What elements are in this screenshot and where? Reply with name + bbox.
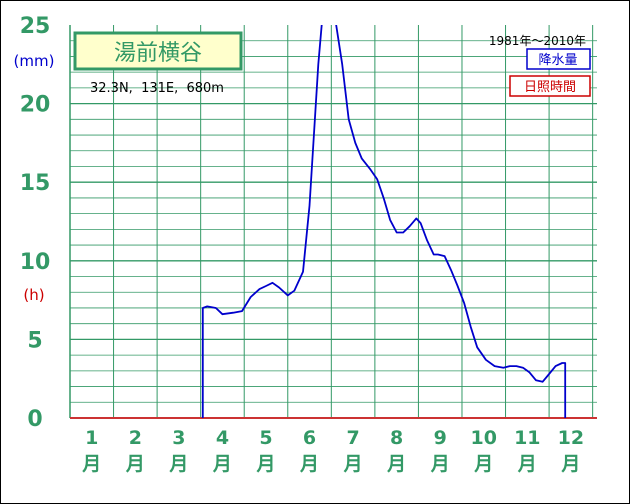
x-tick-number: 2 — [129, 427, 142, 449]
x-tick-unit: 月 — [255, 453, 275, 475]
station-title-box: 湯前横谷 — [73, 31, 243, 71]
x-tick-unit: 月 — [168, 453, 188, 475]
series-layer — [201, 25, 567, 418]
y-unit-primary: (mm) — [14, 52, 55, 70]
series-line-precipitation — [201, 25, 567, 418]
x-tick-number: 6 — [303, 427, 316, 449]
legend-precipitation: 降水量 — [526, 48, 591, 70]
y-tick-label: 10 — [20, 250, 51, 275]
x-tick-unit: 月 — [473, 453, 493, 475]
x-tick-unit: 月 — [299, 453, 319, 475]
period-label: 1981年〜2010年 — [489, 34, 586, 48]
x-tick-number: 10 — [471, 427, 497, 449]
x-tick-number: 1 — [85, 427, 98, 449]
x-tick-unit: 月 — [212, 453, 232, 475]
x-tick-unit: 月 — [125, 453, 145, 475]
x-tick-unit: 月 — [560, 453, 580, 475]
y-tick-label: 25 — [20, 14, 51, 39]
y-tick-label: 15 — [20, 171, 51, 196]
legend-precipitation-label: 降水量 — [538, 53, 577, 68]
y-tick-label: 20 — [20, 93, 51, 118]
legend-sunshine-label: 日照時間 — [524, 80, 576, 95]
y-unit-secondary: (h) — [23, 286, 44, 304]
x-tick-number: 11 — [514, 427, 540, 449]
x-tick-number: 5 — [259, 427, 272, 449]
x-tick-unit: 月 — [81, 453, 101, 475]
tick-labels: 0 5 10 15 20 25 1 月 2 月 3 月 4 月 5 月 6 月 7 月 8 月 9 月 10 月 11 月 12 月 — [20, 14, 584, 475]
x-tick-unit: 月 — [517, 453, 537, 475]
axes — [69, 25, 597, 419]
x-tick-unit: 月 — [386, 453, 406, 475]
x-tick-number: 8 — [390, 427, 403, 449]
x-tick-number: 9 — [434, 427, 447, 449]
x-tick-unit: 月 — [343, 453, 363, 475]
x-tick-number: 12 — [558, 427, 584, 449]
station-title: 湯前横谷 — [114, 41, 202, 66]
x-tick-number: 3 — [172, 427, 185, 449]
y-tick-label: 5 — [27, 328, 42, 353]
x-tick-number: 7 — [346, 427, 359, 449]
y-tick-label: 0 — [27, 407, 42, 432]
x-tick-number: 4 — [216, 427, 229, 449]
legend-sunshine: 日照時間 — [509, 75, 591, 97]
station-location: 32.3N, 131E, 680m — [90, 81, 224, 96]
x-tick-unit: 月 — [430, 453, 450, 475]
